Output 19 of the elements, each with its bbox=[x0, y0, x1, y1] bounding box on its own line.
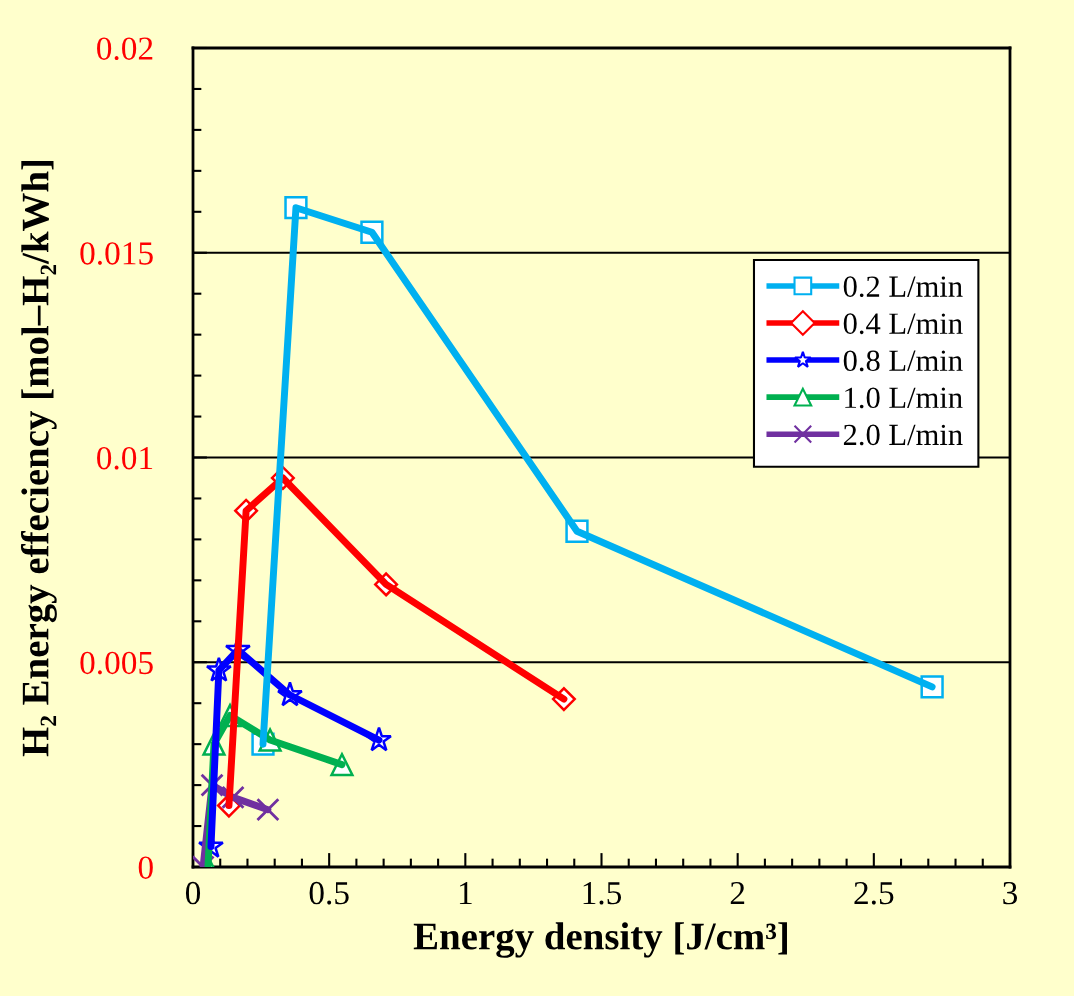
y-tick-label: 0.015 bbox=[80, 242, 153, 265]
x-tick-label: 0 bbox=[185, 881, 201, 905]
y-axis-title: H₂ Energy effeciency [mol–H₂/kWh] bbox=[20, 160, 57, 757]
y-tick-label: 0.01 bbox=[97, 446, 153, 470]
y-tick-label: 0.005 bbox=[80, 651, 153, 675]
y-tick-label: 0.02 bbox=[97, 37, 153, 61]
x-axis-title: Energy density [J/cm³] bbox=[413, 922, 787, 958]
x-tick-label: 2 bbox=[730, 881, 745, 905]
legend-label: 0.2 L/min bbox=[843, 276, 963, 298]
x-tick-label: 1.5 bbox=[583, 882, 622, 905]
legend-label: 2.0 L/min bbox=[843, 424, 963, 446]
x-tick-label: 2.5 bbox=[854, 881, 894, 905]
legend-label: 0.8 L/min bbox=[843, 350, 963, 372]
x-tick-label: 3 bbox=[1003, 881, 1018, 905]
legend-label: 0.4 L/min bbox=[843, 313, 963, 335]
y-tick-label: 0 bbox=[138, 856, 153, 879]
x-tick-label: 0.5 bbox=[309, 881, 349, 905]
legend-label: 1.0 L/min bbox=[845, 387, 963, 409]
x-tick-label: 1 bbox=[459, 882, 472, 905]
